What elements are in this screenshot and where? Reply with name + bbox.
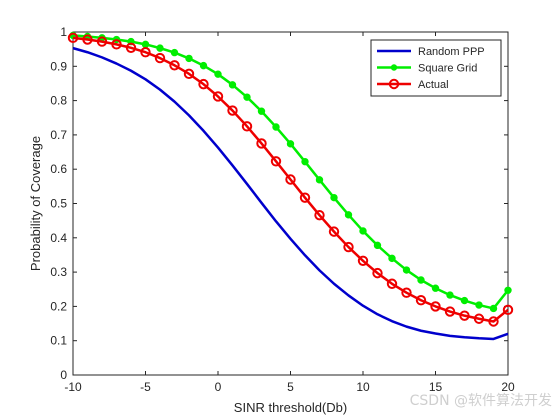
y-tick-label: 0.1 — [50, 334, 67, 348]
data-point — [67, 32, 79, 44]
data-point — [330, 193, 338, 202]
x-tick-label: 10 — [356, 380, 370, 394]
data-point — [96, 36, 108, 47]
data-point — [199, 61, 208, 70]
data-point — [460, 296, 469, 305]
x-tick-label: 5 — [287, 380, 294, 394]
series-line — [72, 46, 509, 341]
legend-label: Random PPP — [418, 46, 485, 58]
data-point — [214, 70, 222, 78]
data-point — [401, 287, 412, 298]
data-point — [228, 81, 237, 89]
data-point — [270, 156, 282, 167]
data-point — [444, 306, 456, 317]
data-point — [328, 226, 340, 237]
data-point — [111, 39, 122, 50]
data-point — [185, 54, 193, 63]
y-tick-label: 0 — [60, 368, 67, 382]
data-point — [198, 78, 209, 90]
y-axis-label: Probability of Coverage — [28, 136, 43, 271]
data-point — [169, 60, 180, 71]
data-point — [170, 48, 179, 57]
data-point — [241, 121, 253, 132]
data-point — [489, 304, 498, 313]
data-point — [257, 107, 266, 115]
y-tick-label: 0.6 — [50, 162, 67, 176]
y-tick-label: 0.8 — [50, 94, 67, 108]
y-tick-label: 0.7 — [50, 128, 67, 142]
series-line — [72, 36, 509, 323]
legend-entry: Square Grid — [377, 63, 477, 75]
data-point — [212, 91, 224, 102]
data-point — [140, 47, 151, 58]
data-point — [299, 192, 311, 203]
data-point — [154, 52, 166, 64]
legend-entry: Random PPP — [377, 46, 485, 58]
data-point — [475, 301, 483, 309]
y-tick-label: 0.5 — [50, 197, 67, 211]
x-tick-label: 15 — [429, 380, 443, 394]
data-point — [256, 138, 267, 149]
y-tick-label: 0.9 — [50, 59, 67, 73]
data-point — [243, 93, 251, 101]
x-tick-label: 0 — [215, 380, 222, 394]
data-point — [227, 105, 238, 116]
x-tick-label: -5 — [140, 380, 151, 394]
data-point — [415, 295, 427, 306]
data-point — [82, 34, 93, 45]
watermark-text: CSDN @软件算法开发 — [410, 393, 552, 409]
data-point — [344, 211, 353, 219]
data-point — [488, 316, 499, 327]
y-tick-label: 0.4 — [50, 231, 67, 245]
legend: Random PPP Square Grid Actual — [370, 39, 502, 97]
data-point — [125, 42, 137, 53]
data-point — [141, 40, 150, 49]
legend-swatch-marker — [390, 64, 398, 71]
data-point — [386, 278, 398, 289]
data-point — [473, 313, 485, 324]
data-point — [285, 174, 296, 185]
legend-label: Actual — [418, 79, 449, 91]
data-point — [373, 241, 382, 250]
data-point — [357, 255, 369, 266]
data-point — [446, 291, 454, 299]
data-point — [388, 254, 396, 263]
series-actual — [67, 32, 514, 327]
data-point — [359, 227, 367, 235]
data-point — [372, 267, 383, 279]
data-point — [417, 276, 425, 284]
data-point — [183, 68, 195, 80]
x-tick-label: 20 — [501, 380, 515, 394]
data-point — [272, 123, 280, 131]
legend-entry: Actual — [377, 78, 449, 91]
y-tick-label: 0.3 — [50, 265, 67, 279]
y-tick-label: 1 — [60, 25, 67, 39]
data-point — [301, 157, 309, 166]
data-point — [314, 209, 325, 221]
series-square-grid — [69, 31, 512, 313]
series-random-ppp — [72, 46, 509, 341]
data-point — [315, 176, 324, 184]
data-point — [504, 286, 512, 294]
data-point — [459, 310, 470, 321]
data-point — [430, 301, 441, 312]
series-layer — [67, 31, 514, 341]
x-axis-label: SINR threshold(Db) — [234, 400, 347, 415]
data-point — [343, 241, 354, 253]
data-point — [402, 266, 411, 274]
y-tick-label: 0.2 — [50, 299, 67, 313]
legend-swatch-marker — [388, 78, 400, 90]
data-point — [286, 140, 295, 148]
data-point — [156, 44, 164, 52]
legend-label: Square Grid — [418, 63, 477, 75]
axis-ticks: -10 -5 0 5 10 15 20 0 0.1 0.2 0.3 0.4 0.5 0.6 0.7 0.8 0.… — [50, 25, 515, 394]
data-point — [502, 304, 514, 316]
data-point — [431, 284, 440, 292]
x-tick-label: -10 — [64, 380, 82, 394]
